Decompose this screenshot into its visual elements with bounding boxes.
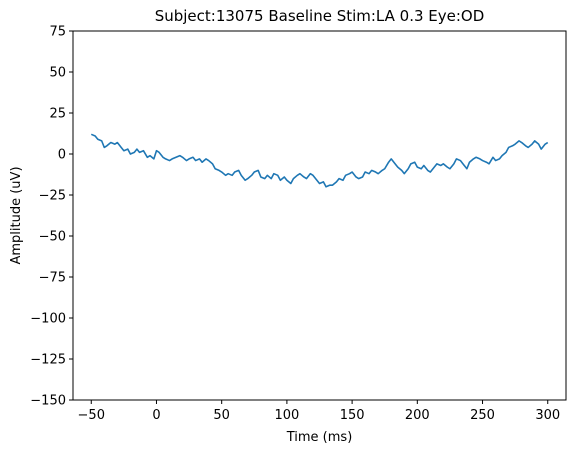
y-tick-label: −150	[30, 394, 66, 409]
y-tick-label: 25	[49, 107, 66, 122]
y-tick-label: 50	[49, 66, 66, 81]
plot-frame	[72, 30, 567, 401]
chart-title: Subject:13075 Baseline Stim:LA 0.3 Eye:O…	[155, 7, 485, 25]
y-tick-label: −125	[30, 353, 66, 368]
series-line	[90, 133, 549, 188]
y-tick-label: 75	[49, 25, 66, 40]
x-axis-label: Time (ms)	[286, 430, 353, 445]
x-tick-label: 100	[274, 408, 299, 423]
x-tick-label: 300	[535, 408, 560, 423]
x-tick-label: 150	[340, 408, 365, 423]
x-tick-label: −50	[78, 408, 105, 423]
y-tick-label: −50	[39, 230, 66, 245]
x-tick-label: 250	[470, 408, 495, 423]
x-tick-label: 0	[152, 408, 160, 423]
y-axis-label: Amplitude (uV)	[9, 166, 24, 264]
y-axis: 75 50 25 0 −25 −50 −75 −100 −125 −150	[30, 25, 73, 409]
plot-area	[72, 30, 567, 401]
y-tick-label: −100	[30, 312, 66, 327]
x-tick-label: 50	[213, 408, 230, 423]
y-tick-label: −25	[39, 189, 66, 204]
x-tick-label: 200	[405, 408, 430, 423]
x-axis: −50 0 50 100 150 200 250 300	[78, 400, 560, 423]
y-tick-label: 0	[58, 148, 66, 163]
y-tick-label: −75	[39, 271, 66, 286]
